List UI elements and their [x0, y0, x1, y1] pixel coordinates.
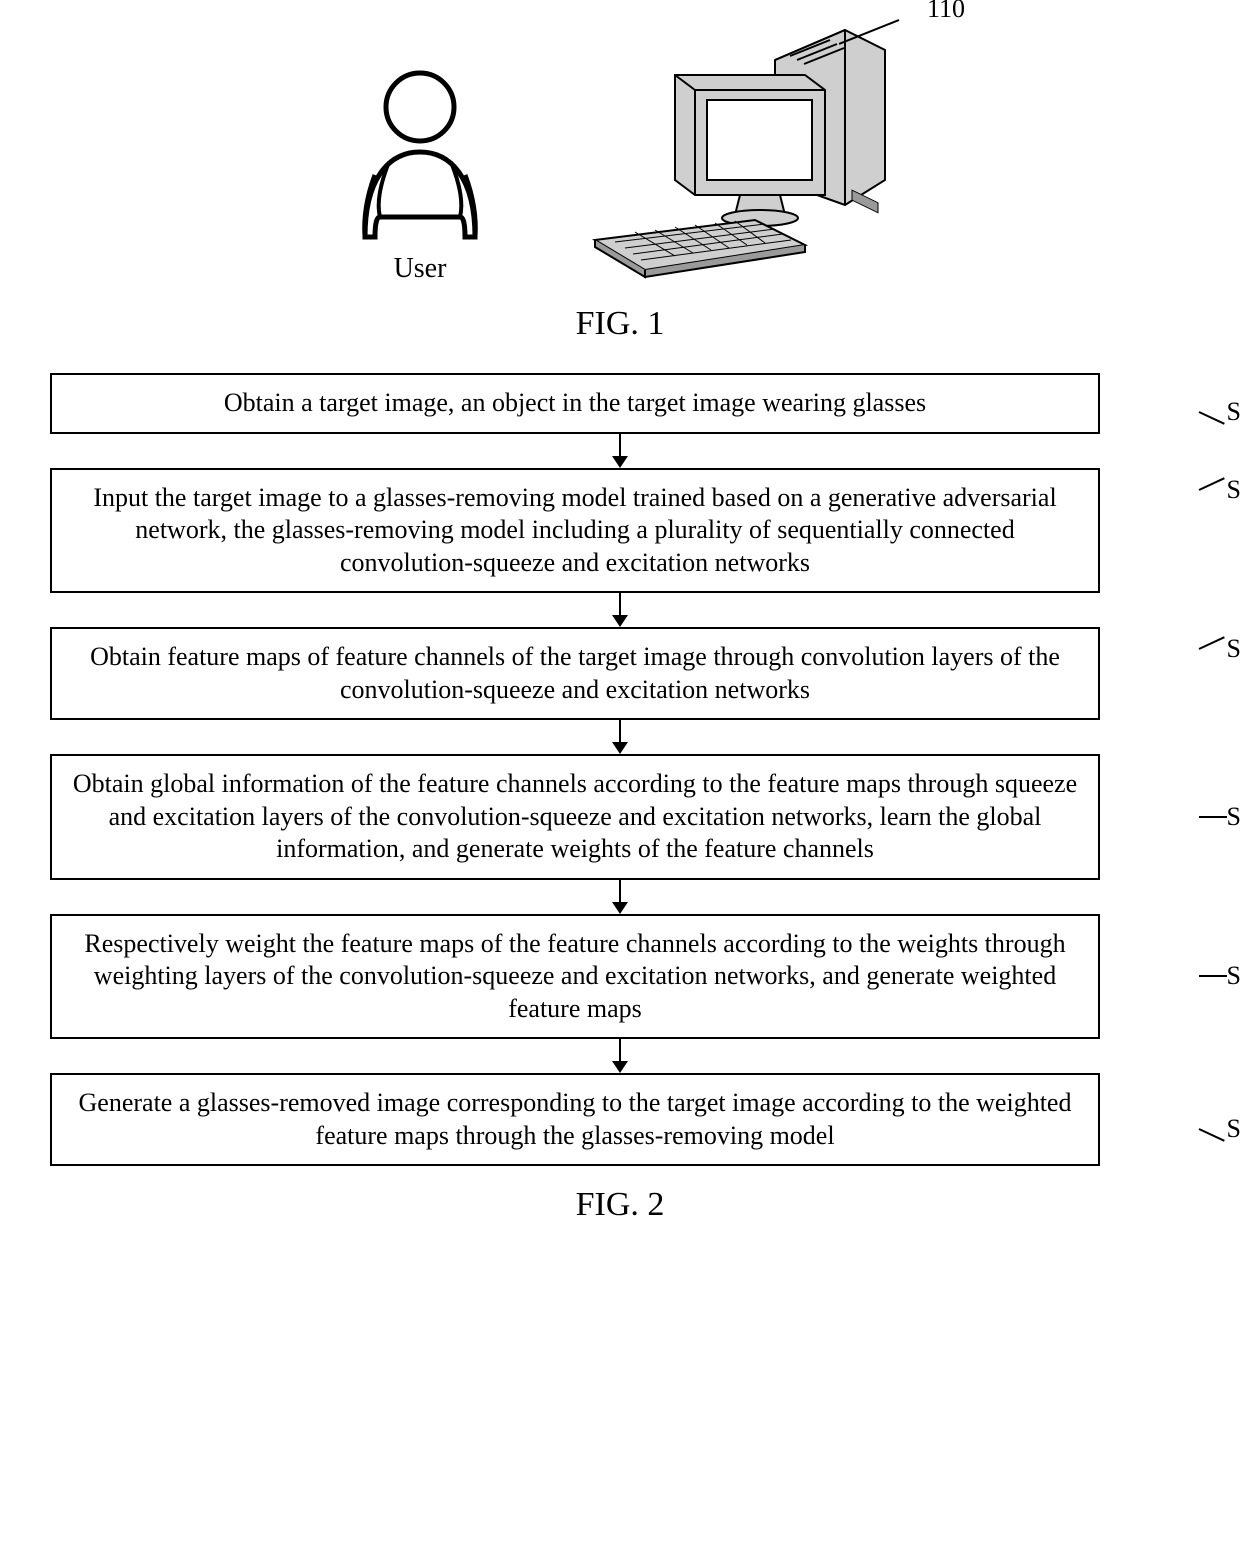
flow-row: Obtain feature maps of feature channels …	[50, 627, 1190, 720]
connector-line-icon	[1198, 637, 1224, 651]
connector-line-icon	[1198, 411, 1224, 425]
flow-step-box: Obtain global information of the feature…	[50, 754, 1100, 880]
flow-row: Generate a glasses-removed image corresp…	[50, 1073, 1190, 1166]
computer-icon	[575, 20, 895, 280]
fig1-scene: User	[345, 20, 895, 285]
step-label: S201	[1199, 397, 1240, 427]
flow-step-box: Input the target image to a glasses-remo…	[50, 468, 1100, 594]
flow-row: Obtain a target image, an object in the …	[50, 373, 1190, 434]
computer-block: 110	[575, 20, 895, 285]
step-label: S203	[1199, 634, 1240, 664]
step-id: S204	[1227, 802, 1240, 832]
step-label: S204	[1199, 802, 1240, 832]
flow-step-box: Respectively weight the feature maps of …	[50, 914, 1100, 1040]
connector-line-icon	[1198, 1128, 1224, 1142]
user-label: User	[394, 253, 447, 285]
step-id: S203	[1227, 634, 1240, 664]
figure-2-flowchart: Obtain a target image, an object in the …	[50, 373, 1190, 1224]
fig2-caption: FIG. 2	[50, 1186, 1190, 1224]
figure-1: User	[20, 20, 1220, 343]
user-block: User	[345, 57, 495, 285]
flow-row: Respectively weight the feature maps of …	[50, 914, 1190, 1040]
step-label: S206	[1199, 1114, 1240, 1144]
connector-line-icon	[1199, 816, 1227, 818]
flow-step-box: Obtain a target image, an object in the …	[50, 373, 1100, 434]
flow-row: Input the target image to a glasses-remo…	[50, 468, 1190, 594]
connector-line-icon	[1198, 477, 1224, 491]
step-label: S202	[1199, 475, 1240, 505]
connector-line-icon	[1199, 975, 1227, 977]
step-id: S201	[1227, 397, 1240, 427]
flow-row: Obtain global information of the feature…	[50, 754, 1190, 880]
callout-line-icon	[839, 14, 929, 54]
step-id: S202	[1227, 475, 1240, 505]
step-id: S205	[1227, 961, 1240, 991]
computer-callout-label: 110	[927, 0, 965, 24]
step-id: S206	[1227, 1114, 1240, 1144]
user-icon	[345, 57, 495, 247]
flow-step-box: Obtain feature maps of feature channels …	[50, 627, 1100, 720]
flow-step-box: Generate a glasses-removed image corresp…	[50, 1073, 1100, 1166]
fig1-caption: FIG. 1	[576, 305, 665, 343]
step-label: S205	[1199, 961, 1240, 991]
